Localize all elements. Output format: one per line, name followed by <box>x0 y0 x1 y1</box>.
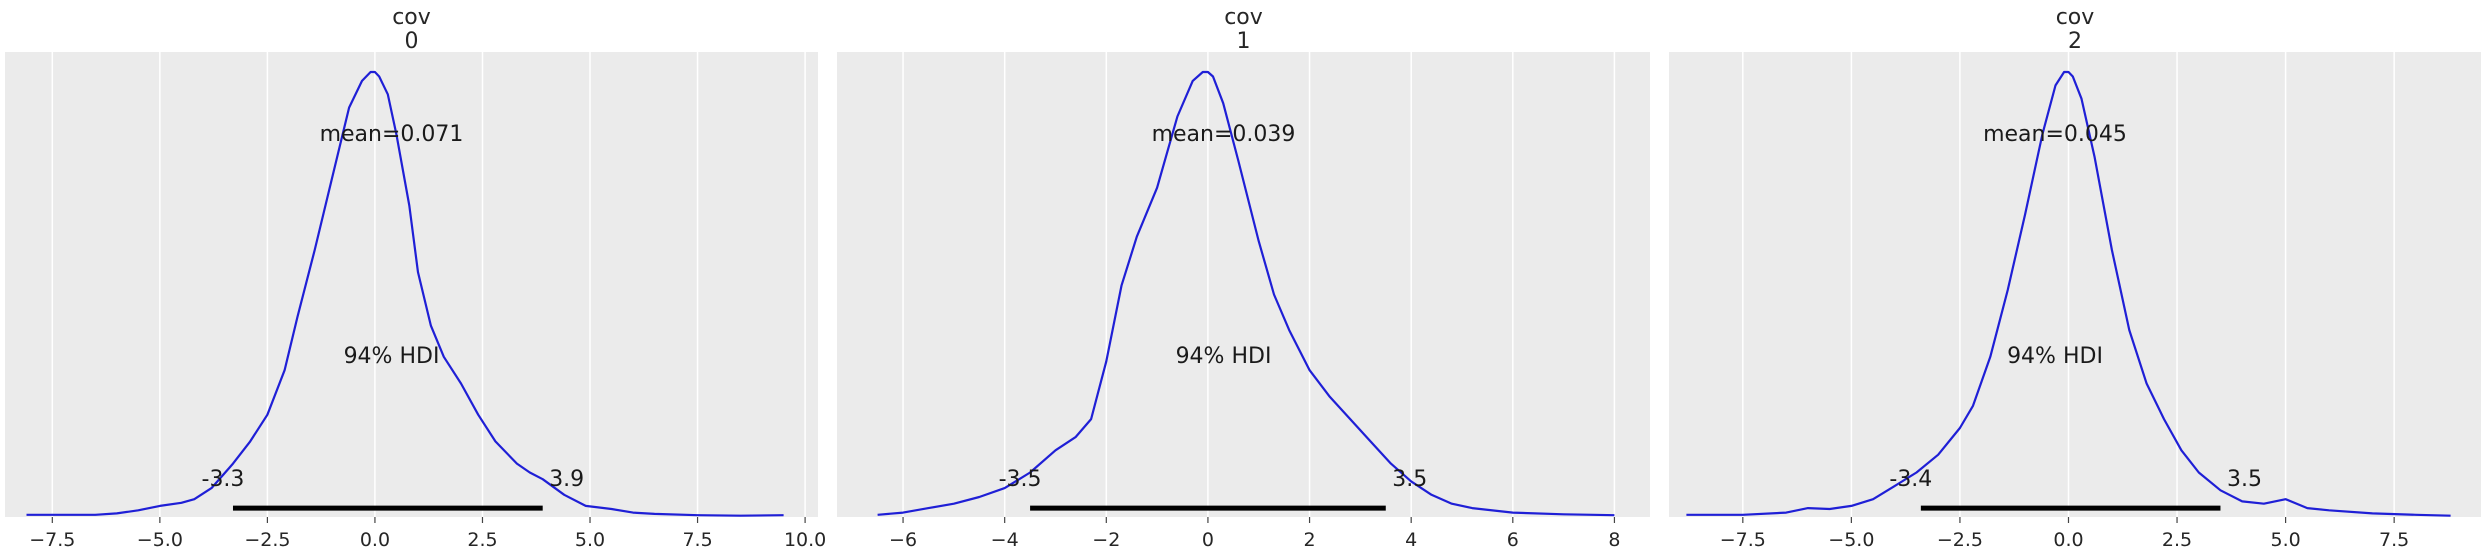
x-tick-label: 7.5 <box>682 529 712 551</box>
x-tick-label: 5.0 <box>575 529 605 551</box>
x-tick-label: 6 <box>1507 529 1519 551</box>
x-tick-label: −4 <box>991 529 1019 551</box>
plot-background <box>1669 52 2481 517</box>
x-tick-label: 0.0 <box>360 529 390 551</box>
subplot-title-line: 0 <box>405 29 419 54</box>
hdi-low-label: -3.4 <box>1889 467 1932 492</box>
plot-background <box>837 52 1650 517</box>
x-tick-label: 2.5 <box>2162 529 2192 551</box>
hdi-high-label: 3.5 <box>2227 467 2262 492</box>
density-line <box>877 70 1615 517</box>
density-line <box>1686 70 2451 517</box>
subplot-title-line: cov <box>2056 5 2095 30</box>
x-tick-label: −7.5 <box>1720 529 1766 551</box>
x-tick-label: −5.0 <box>1828 529 1874 551</box>
subplot-title-line: 2 <box>2068 29 2082 54</box>
x-tick-label: 2 <box>1304 529 1316 551</box>
subplot-title-line: 1 <box>1237 29 1251 54</box>
density-line <box>26 70 784 517</box>
x-tick-label: −5.0 <box>137 529 183 551</box>
x-tick-label: 10.0 <box>784 529 826 551</box>
mean-label: mean=0.039 <box>1152 122 1296 147</box>
x-tick-label: 8 <box>1608 529 1620 551</box>
hdi-high-label: 3.5 <box>1392 467 1427 492</box>
hdi-low-label: -3.5 <box>999 467 1042 492</box>
x-tick-label: 0 <box>1202 529 1214 551</box>
mean-label: mean=0.045 <box>1983 122 2127 147</box>
x-tick-label: −2.5 <box>1937 529 1983 551</box>
subplot-title-line: cov <box>1224 5 1263 30</box>
hdi-low-label: -3.3 <box>202 467 245 492</box>
x-tick-label: 4 <box>1405 529 1417 551</box>
x-tick-label: 7.5 <box>2379 529 2409 551</box>
x-tick-label: −7.5 <box>29 529 75 551</box>
mean-label: mean=0.071 <box>320 122 464 147</box>
x-tick-label: 2.5 <box>467 529 497 551</box>
hdi-label: 94% HDI <box>2007 344 2103 369</box>
x-tick-label: 5.0 <box>2270 529 2300 551</box>
plot-background <box>5 52 818 517</box>
x-tick-label: −2 <box>1092 529 1120 551</box>
hdi-high-label: 3.9 <box>549 467 584 492</box>
subplot-title-line: cov <box>392 5 431 30</box>
x-tick-label: −6 <box>889 529 917 551</box>
hdi-label: 94% HDI <box>344 344 440 369</box>
hdi-label: 94% HDI <box>1176 344 1272 369</box>
x-tick-label: −2.5 <box>244 529 290 551</box>
x-tick-label: 0.0 <box>2053 529 2083 551</box>
